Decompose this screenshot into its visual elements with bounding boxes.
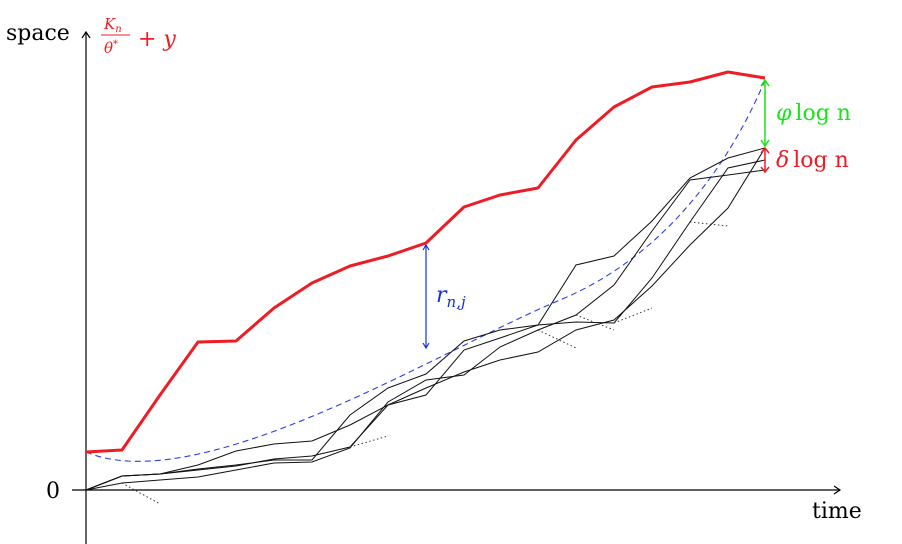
dotted-segment [349,435,389,448]
dotted-segments [121,221,729,505]
gap-phi-label: φ log n [776,101,851,126]
walk-path [85,147,766,491]
walk-path [85,159,766,491]
x-axis-arrowhead [833,485,842,495]
gap-r-arrow [422,243,430,350]
dotted-segment [537,329,577,349]
y-axis-label: space [6,21,70,46]
random-walk-paths [85,147,766,491]
axes [72,30,842,544]
dotted-segment [689,221,729,227]
gap-phi-arrow [760,78,770,148]
x-axis-label: time [812,499,862,524]
gap-delta-arrow [760,146,770,174]
gap-delta-label: δ log n [776,148,849,173]
top-curve-label-suffix: + y [138,27,176,52]
top-curve-label-denominator: θ* [104,39,118,57]
dotted-segment [575,314,615,331]
top-curve-label: Kn θ* + y [101,15,176,57]
y-axis-arrowhead [81,30,91,39]
origin-label: 0 [46,479,60,504]
gap-r-label: rn,j [436,283,466,311]
walk-path [85,169,766,491]
dotted-segment [121,482,161,505]
red-top-curve [85,70,766,454]
walk-path [85,147,766,491]
dotted-segment [613,307,653,324]
top-curve-label-numerator: Kn [103,15,122,35]
